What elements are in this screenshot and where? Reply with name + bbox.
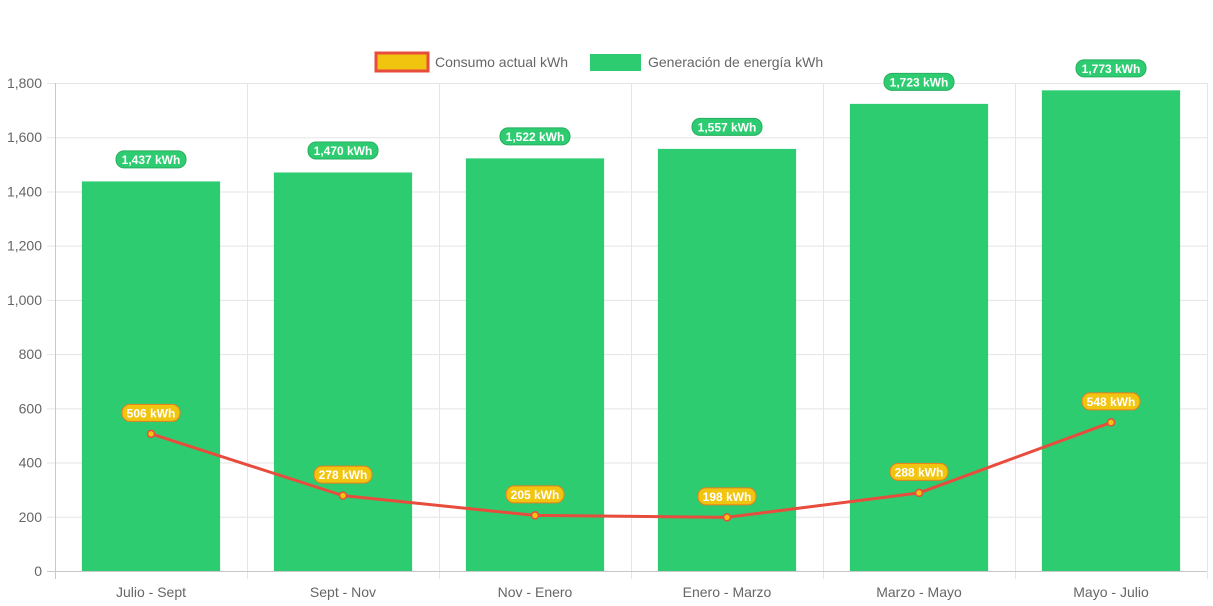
legend: Consumo actual kWh Generación de energía… [374, 51, 823, 73]
data-label-generacion: 1,773 kWh [1082, 62, 1141, 76]
bar-generacion [849, 103, 989, 572]
x-tick-label: Julio - Sept [116, 584, 186, 600]
data-label-consumo-bg [121, 403, 181, 422]
legend-item-consumo[interactable]: Consumo actual kWh [374, 51, 568, 73]
y-tick-label: 400 [19, 455, 43, 471]
legend-label-generacion: Generación de energía kWh [648, 54, 823, 70]
data-label-consumo: 288 kWh [895, 465, 944, 479]
line-consumo [149, 420, 1113, 519]
data-label-consumo-bg [697, 487, 757, 506]
data-label-consumo: 278 kWh [319, 468, 368, 482]
point-consumo [146, 429, 156, 439]
bar-generacion [657, 148, 797, 571]
y-tick-label: 1,800 [7, 75, 42, 91]
data-label-consumo: 198 kWh [703, 490, 752, 504]
data-label-consumo-bg [889, 462, 949, 481]
data-label-consumo: 506 kWh [127, 406, 176, 420]
grid-layer [47, 83, 1208, 579]
data-label-consumo-bg [1081, 392, 1141, 411]
point-consumo [914, 488, 924, 498]
data-label-generacion-bg [499, 127, 571, 146]
point-consumo [1106, 418, 1116, 427]
y-tick-label: 200 [19, 509, 43, 525]
bar-generacion [1041, 90, 1181, 571]
axis-layer: 0 200 400 600 800 1,000 1,200 1,400 1,600 1,800 Ju… [7, 75, 1207, 600]
y-tick-label: 0 [34, 563, 42, 579]
x-tick-label: Sept - Nov [310, 584, 376, 600]
x-tick-label: Marzo - Mayo [876, 584, 962, 600]
data-label-generacion-bg [115, 150, 187, 169]
point-consumo [530, 511, 540, 520]
legend-label-consumo: Consumo actual kWh [435, 54, 568, 70]
point-consumo [722, 513, 732, 522]
data-label-generacion: 1,437 kWh [122, 153, 181, 167]
y-tick-label: 1,600 [7, 129, 42, 145]
y-tick-label: 600 [19, 400, 43, 416]
bar-generacion [273, 172, 413, 571]
data-label-generacion-bg [1075, 59, 1147, 78]
data-label-layer: 1,437 kWh 1,470 kWh 1,522 kWh 1,557 kWh 1,72… [115, 59, 1147, 506]
x-tick-label: Mayo - Julio [1073, 584, 1149, 600]
data-label-consumo: 548 kWh [1087, 395, 1136, 409]
legend-swatch-consumo [374, 51, 430, 73]
data-label-consumo-bg [313, 465, 373, 484]
y-tick-label: 1,200 [7, 238, 42, 254]
data-label-generacion: 1,470 kWh [314, 144, 373, 158]
data-label-consumo: 205 kWh [511, 488, 560, 502]
y-tick-label: 800 [19, 346, 43, 362]
data-label-generacion-bg [691, 117, 763, 136]
data-label-generacion-bg [307, 141, 379, 160]
x-tick-label: Nov - Enero [498, 584, 573, 600]
legend-swatch-generacion [590, 54, 641, 71]
point-consumo [338, 491, 348, 500]
data-label-generacion-bg [883, 72, 955, 91]
y-tick-label: 1,400 [7, 183, 42, 199]
legend-item-generacion[interactable]: Generación de energía kWh [590, 54, 823, 71]
y-tick-label: 1,000 [7, 292, 42, 308]
data-label-generacion: 1,557 kWh [698, 120, 757, 134]
line-series [146, 418, 1116, 522]
data-label-generacion: 1,723 kWh [890, 75, 949, 89]
x-tick-label: Enero - Marzo [683, 584, 772, 600]
data-label-generacion: 1,522 kWh [506, 130, 565, 144]
bar-generacion [81, 181, 221, 571]
data-label-consumo-bg [505, 485, 565, 504]
